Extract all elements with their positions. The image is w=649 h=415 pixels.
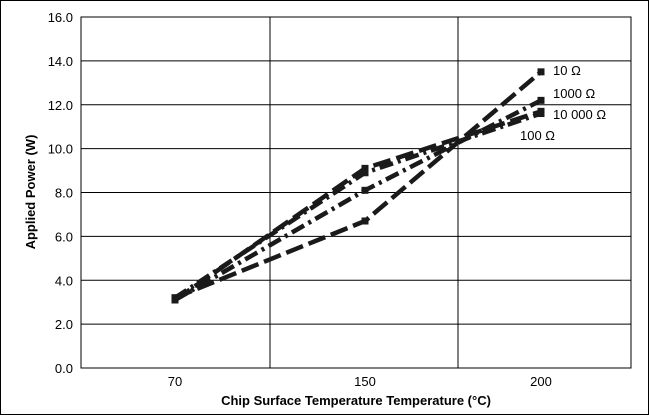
y-tick-label: 16.0 (48, 10, 73, 25)
data-point (361, 169, 369, 177)
series-label: 100 Ω (520, 128, 555, 143)
series-line (173, 109, 542, 302)
x-tick-label: 70 (168, 374, 182, 389)
y-axis-title: Applied Power (W) (23, 135, 38, 250)
y-tick-label: 10.0 (48, 142, 73, 157)
x-tick-label: 200 (530, 374, 552, 389)
data-point (361, 164, 369, 172)
series-label: 10 000 Ω (553, 107, 606, 122)
series-label: 1000 Ω (553, 86, 596, 101)
grid-lines (81, 17, 631, 368)
data-point (361, 186, 369, 194)
y-tick-label: 2.0 (55, 317, 73, 332)
data-point (537, 96, 545, 104)
series-labels: 10 Ω 1000 Ω 10 000 Ω 100 Ω (520, 63, 606, 143)
y-tick-label: 4.0 (55, 273, 73, 288)
y-tick-label: 14.0 (48, 54, 73, 69)
series-lines (171, 68, 545, 304)
data-point (361, 217, 369, 225)
data-point (537, 68, 545, 76)
y-tick-label: 6.0 (55, 229, 73, 244)
x-tick-label: 150 (354, 374, 376, 389)
y-tick-label: 0.0 (55, 361, 73, 376)
data-point (171, 296, 179, 304)
series-label: 10 Ω (553, 63, 581, 78)
data-point (537, 107, 545, 115)
x-axis-title: Chip Surface Temperature Temperature (°C… (221, 393, 491, 408)
y-tick-labels: 0.0 2.0 4.0 6.0 8.0 10.0 12.0 14.0 16.0 (48, 10, 73, 376)
y-tick-label: 8.0 (55, 186, 73, 201)
x-tick-labels: 70 150 200 (168, 374, 552, 389)
y-tick-label: 12.0 (48, 98, 73, 113)
